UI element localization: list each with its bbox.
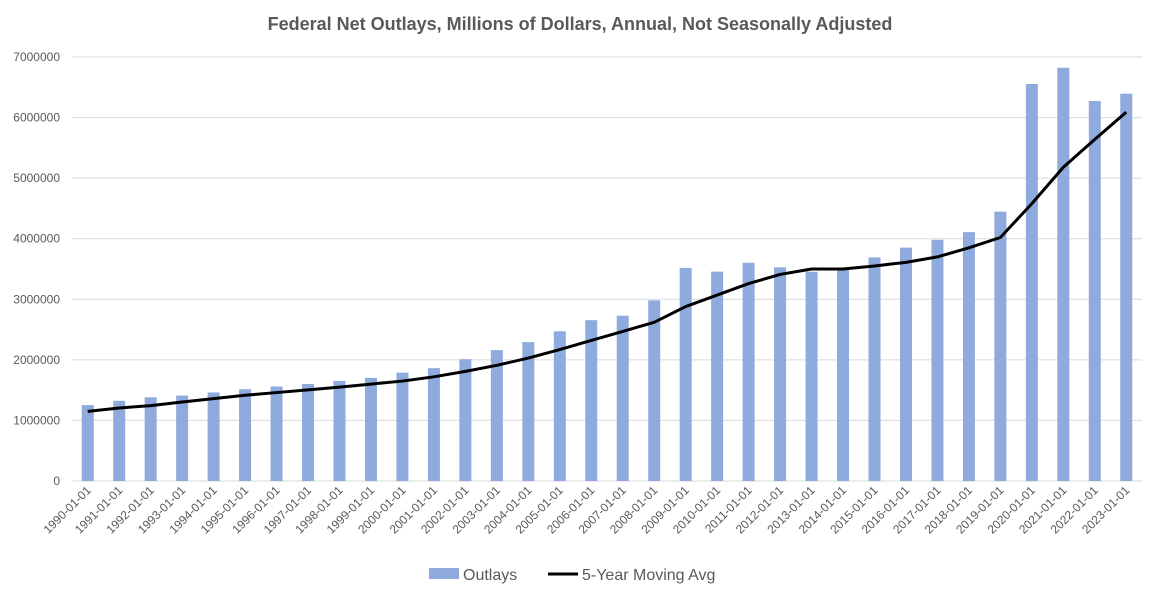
y-tick-label: 2000000 [13,353,60,367]
bar-outlays [459,359,472,481]
bar-outlays [774,267,787,481]
bar-outlays [1025,84,1038,481]
bar-outlays [176,395,189,481]
bar-outlays [522,342,535,481]
bar-outlays [585,320,598,481]
y-axis-ticks: 0 1000000 2000000 3000000 4000000 5000000 6000… [13,50,60,488]
y-tick-label: 1000000 [13,413,60,427]
bar-outlays [302,384,315,481]
bar-outlays [616,315,629,481]
bar-outlays [931,239,944,481]
y-tick-label: 0 [53,474,60,488]
bar-outlays [553,331,566,481]
bar-outlays [396,372,409,481]
x-axis-ticks: 1990-01-011991-01-011992-01-011993-01-01… [41,483,1133,537]
bar-outlays [1120,93,1133,481]
chart-title: Federal Net Outlays, Millions of Dollars… [267,14,893,34]
bar-outlays [899,247,912,481]
bar-outlays [239,389,252,481]
bar-outlays [364,377,377,481]
bar-outlays [427,368,440,481]
bar-outlays [837,268,850,481]
y-tick-label: 4000000 [13,232,60,246]
bar-outlays [742,262,755,481]
bar-outlays [81,405,94,481]
y-tick-label: 6000000 [13,111,60,125]
bar-outlays [994,211,1007,481]
legend-label-outlays: Outlays [463,567,517,584]
bar-outlays [648,300,661,481]
bar-outlays [962,232,975,481]
legend: Outlays 5-Year Moving Avg [429,567,715,584]
legend-label-moving-avg: 5-Year Moving Avg [582,567,715,584]
y-tick-label: 3000000 [13,292,60,306]
line-series-moving-avg [87,110,1128,413]
bar-outlays [333,380,346,481]
bar-outlays [270,386,283,481]
bar-outlays [679,267,692,481]
bar-outlays [1088,101,1101,481]
bar-outlays [144,397,157,481]
bar-outlays [868,257,881,481]
bar-outlays [207,392,220,481]
y-tick-label: 7000000 [13,50,60,64]
grid-lines [72,56,1142,482]
bar-outlays [113,400,126,481]
y-tick-label: 5000000 [13,171,60,185]
line-moving-avg [87,110,1128,413]
bar-outlays [711,271,724,481]
bar-series-outlays [81,67,1133,482]
bar-outlays [1057,67,1070,482]
bar-outlays [805,271,818,481]
bar-outlays [490,350,503,481]
legend-swatch-outlays [429,568,459,579]
